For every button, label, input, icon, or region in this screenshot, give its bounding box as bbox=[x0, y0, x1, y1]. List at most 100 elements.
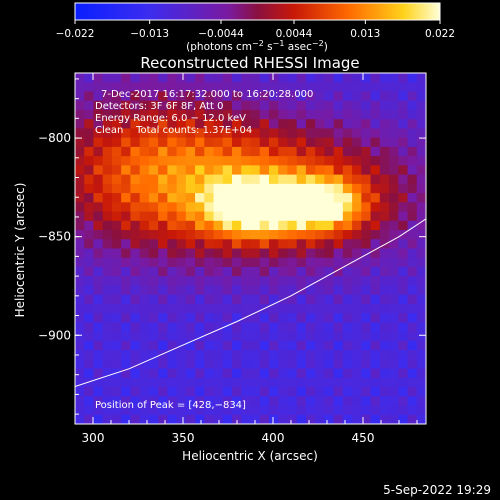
heatmap-cell bbox=[305, 137, 316, 148]
heatmap-cell bbox=[111, 100, 122, 111]
heatmap-cell bbox=[139, 414, 150, 424]
heatmap-cell bbox=[287, 183, 298, 194]
heatmap-cell bbox=[342, 359, 353, 370]
heatmap-cell bbox=[213, 331, 224, 342]
heatmap-cell bbox=[139, 165, 150, 176]
heatmap-cell bbox=[379, 414, 390, 424]
heatmap-cell bbox=[241, 387, 252, 397]
heatmap-cell bbox=[342, 405, 353, 416]
heatmap-cell bbox=[324, 340, 335, 351]
heatmap-cell bbox=[250, 73, 261, 83]
heatmap-cell bbox=[407, 193, 418, 203]
heatmap-cell bbox=[111, 183, 122, 194]
heatmap-cell bbox=[167, 313, 178, 323]
heatmap-cell bbox=[389, 156, 399, 166]
heatmap-cell bbox=[241, 322, 252, 333]
heatmap-cell bbox=[315, 183, 325, 194]
heatmap-cell bbox=[361, 128, 372, 139]
heatmap-cell bbox=[84, 294, 95, 305]
heatmap-cell bbox=[195, 257, 205, 268]
heatmap-cell bbox=[268, 257, 279, 268]
heatmap-cell bbox=[185, 396, 196, 407]
heatmap-cell bbox=[139, 119, 150, 130]
heatmap-cell bbox=[121, 230, 132, 240]
heatmap-cell bbox=[176, 165, 187, 176]
heatmap-cell bbox=[93, 331, 104, 342]
heatmap-cell bbox=[305, 285, 316, 296]
heatmap-cell bbox=[139, 257, 150, 268]
heatmap-cell bbox=[204, 414, 215, 424]
heatmap-cell bbox=[195, 100, 205, 111]
heatmap-cell bbox=[158, 405, 168, 416]
heatmap-cell bbox=[287, 165, 298, 176]
heatmap-cell bbox=[287, 377, 298, 388]
heatmap-cell bbox=[185, 82, 196, 93]
heatmap-cell bbox=[213, 73, 224, 83]
heatmap-cell bbox=[379, 377, 390, 388]
heatmap-cell bbox=[287, 230, 298, 240]
heatmap-cell bbox=[102, 340, 113, 351]
heatmap-cell bbox=[407, 294, 418, 305]
heatmap-cell bbox=[158, 211, 168, 222]
heatmap-cell bbox=[75, 294, 85, 305]
heatmap-cell bbox=[333, 359, 344, 370]
heatmap-cell bbox=[195, 359, 205, 370]
heatmap-cell bbox=[389, 239, 399, 250]
heatmap-cell bbox=[296, 396, 307, 407]
heatmap-cell bbox=[287, 331, 298, 342]
heatmap-cell bbox=[416, 285, 426, 296]
heatmap-cell bbox=[416, 368, 426, 379]
heatmap-cell bbox=[379, 82, 390, 93]
heatmap-cell bbox=[148, 119, 159, 130]
heatmap-cell bbox=[93, 91, 104, 102]
heatmap-cell bbox=[352, 156, 362, 166]
heatmap-cell bbox=[407, 128, 418, 139]
heatmap-cell bbox=[241, 128, 252, 139]
heatmap-cell bbox=[139, 91, 150, 102]
heatmap-cell bbox=[333, 193, 344, 203]
heatmap-cell bbox=[324, 359, 335, 370]
heatmap-cell bbox=[93, 359, 104, 370]
heatmap-cell bbox=[407, 359, 418, 370]
heatmap-cell bbox=[130, 266, 141, 277]
heatmap-cell bbox=[185, 350, 196, 360]
heatmap-cell bbox=[268, 82, 279, 93]
heatmap-cell bbox=[416, 239, 426, 250]
heatmap-cell bbox=[195, 137, 205, 148]
heatmap-cell bbox=[296, 100, 307, 111]
heatmap-cell bbox=[185, 230, 196, 240]
heatmap-cell bbox=[148, 165, 159, 176]
heatmap-cell bbox=[278, 73, 289, 83]
heatmap-cell bbox=[111, 387, 122, 397]
heatmap-cell bbox=[121, 377, 132, 388]
heatmap-cell bbox=[278, 405, 289, 416]
heatmap-cell bbox=[416, 377, 426, 388]
heatmap-cell bbox=[167, 100, 178, 111]
heatmap-cell bbox=[93, 396, 104, 407]
heatmap-cell bbox=[342, 230, 353, 240]
heatmap-cell bbox=[195, 285, 205, 296]
heatmap-cell bbox=[389, 368, 399, 379]
heatmap-cell bbox=[407, 396, 418, 407]
heatmap-cell bbox=[75, 285, 85, 296]
heatmap-cell bbox=[213, 377, 224, 388]
heatmap-cell bbox=[361, 368, 372, 379]
heatmap-cell bbox=[296, 294, 307, 305]
heatmap-cell bbox=[75, 368, 85, 379]
heatmap-cell bbox=[287, 248, 298, 259]
heatmap-cell bbox=[75, 211, 85, 222]
heatmap-cell bbox=[352, 368, 362, 379]
heatmap-cell bbox=[333, 230, 344, 240]
heatmap-cell bbox=[315, 285, 325, 296]
heatmap-cell bbox=[250, 82, 261, 93]
heatmap-cell bbox=[213, 165, 224, 176]
heatmap-cell bbox=[389, 350, 399, 360]
heatmap-cell bbox=[398, 285, 409, 296]
heatmap-cell bbox=[93, 340, 104, 351]
heatmap-cell bbox=[241, 396, 252, 407]
heatmap-cell bbox=[241, 137, 252, 148]
heatmap-cell bbox=[84, 396, 95, 407]
heatmap-cell bbox=[278, 156, 289, 166]
heatmap-cell bbox=[333, 211, 344, 222]
heatmap-cell bbox=[315, 82, 325, 93]
